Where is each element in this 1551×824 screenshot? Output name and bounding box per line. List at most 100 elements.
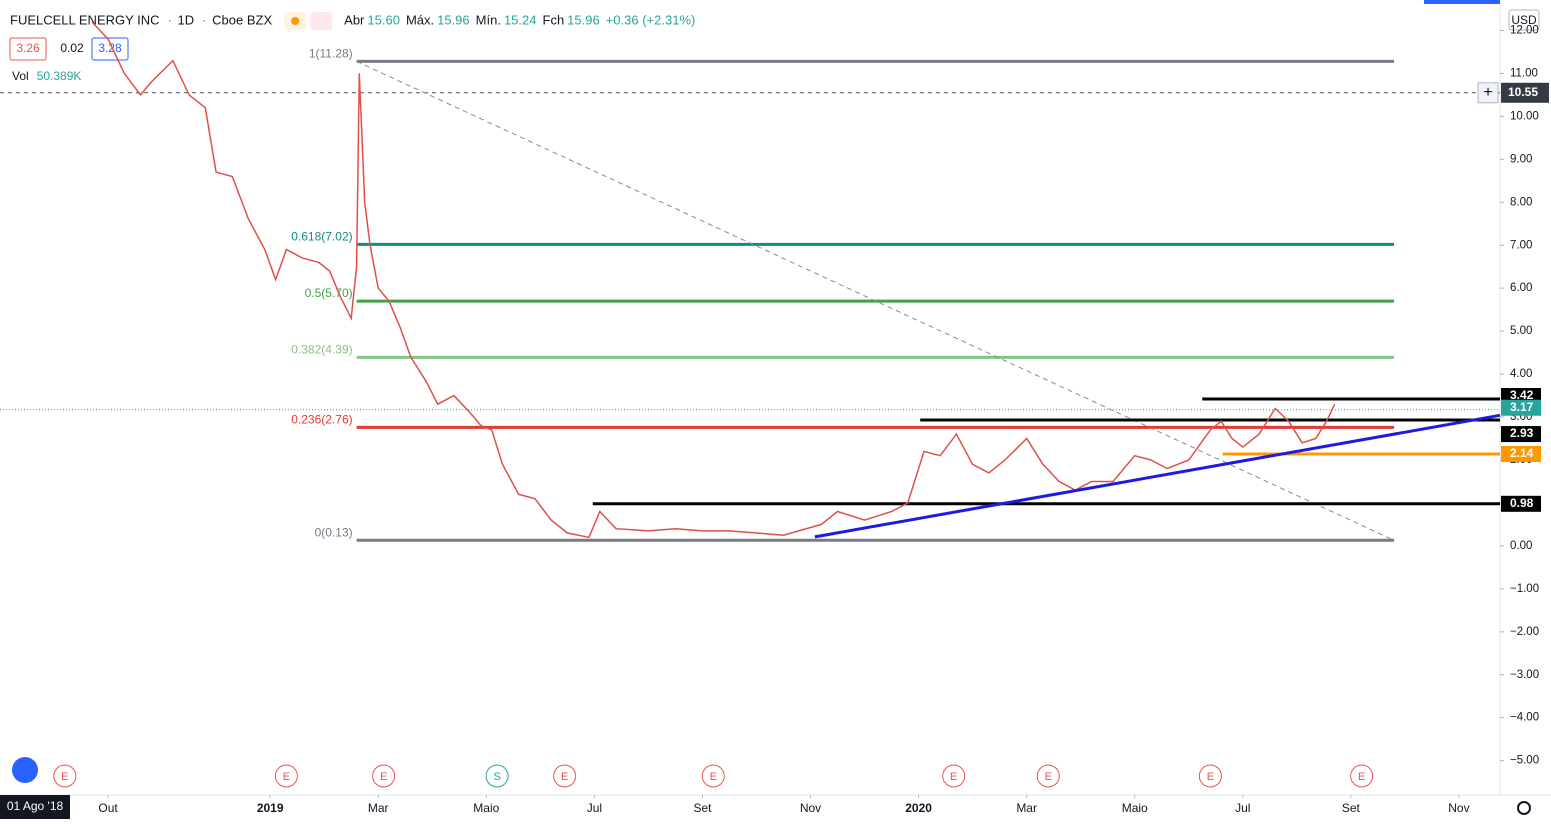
y-tick-label: −5.00 — [1510, 755, 1539, 767]
diagonal-line — [356, 60, 1395, 541]
event-label: E — [950, 771, 957, 783]
x-tick-label: Nov — [800, 801, 821, 815]
ohlc-value: 15.96 — [567, 12, 600, 27]
x-tick-label: 2019 — [257, 801, 284, 815]
ohlc-value: 15.24 — [504, 12, 537, 27]
event-marker — [1036, 764, 1060, 788]
y-tick-label: 12.00 — [1510, 25, 1539, 37]
market-icon-sun — [291, 17, 300, 25]
y-tick-label: 6.00 — [1510, 282, 1532, 294]
x-tick-label: Jul — [587, 801, 602, 815]
x-tick-label: Mar — [368, 801, 389, 815]
fib-label: 0(0.13) — [315, 525, 353, 539]
event-marker — [1198, 764, 1222, 788]
price-label: 3.42 — [1510, 388, 1534, 402]
crosshair-plus-box — [1477, 82, 1499, 104]
y-tick-label: 5.00 — [1510, 325, 1532, 337]
x-tick-label: Jul — [1235, 801, 1250, 815]
event-label: S — [493, 771, 500, 783]
exchange: Cboe BZX — [212, 12, 272, 27]
quote-value: 3.26 — [16, 41, 40, 55]
price-label: 0.98 — [1510, 496, 1534, 510]
event-marker — [553, 764, 577, 788]
price-label-box — [1501, 426, 1541, 443]
event-label: E — [1045, 771, 1052, 783]
y-tick-label: 10.00 — [1510, 110, 1539, 122]
x-tick-label: Out — [98, 801, 118, 815]
event-label: E — [1207, 771, 1214, 783]
y-tick-label: 11.00 — [1510, 67, 1538, 79]
fib-label: 1(11.28) — [309, 47, 353, 61]
x-tick-label: Mar — [1016, 801, 1037, 815]
header: FUELCELL ENERGY INC · 1D · Cboe BZX Abr 15.60 M… — [10, 12, 695, 30]
logo — [12, 757, 38, 783]
change: +0.36 (+2.31%) — [606, 12, 696, 27]
y-tick-label: 4.00 — [1510, 368, 1532, 380]
y-tick-label: −2.00 — [1510, 626, 1539, 638]
ohlc-label: Fch — [543, 12, 565, 27]
x-tick-label: Set — [693, 801, 712, 815]
quote-value: 0.02 — [60, 41, 84, 55]
quote-box — [91, 37, 129, 61]
ohlc-value: 15.96 — [437, 12, 470, 27]
trendline — [814, 413, 1501, 539]
currency-button[interactable] — [1508, 9, 1540, 31]
y-tick-label: 0.00 — [1510, 540, 1532, 552]
price-label-box — [1501, 399, 1541, 416]
ticker-name: FUELCELL ENERGY INC — [10, 12, 160, 27]
ohlc-value: 15.60 — [367, 12, 400, 27]
x-tick-label: Set — [1342, 801, 1361, 815]
fib-label: 0.5(5.70) — [305, 286, 353, 300]
settings-icon — [1517, 801, 1531, 815]
event-marker — [701, 764, 725, 788]
y-tick-label: −3.00 — [1510, 669, 1539, 681]
volume-value: 50.389K — [37, 69, 82, 83]
fib-label: 0.618(7.02) — [291, 230, 352, 244]
event-label: E — [1358, 771, 1365, 783]
date-label: 01 Ago '18 — [7, 799, 64, 813]
price-label: 3.17 — [1510, 400, 1534, 414]
fib-label: 0.236(2.76) — [291, 413, 352, 427]
event-label: E — [61, 771, 68, 783]
quote-box — [9, 37, 47, 61]
crosshair-plus: + — [1483, 84, 1492, 101]
ohlc-label: Máx. — [406, 12, 434, 27]
crosshair-box — [1501, 82, 1549, 103]
y-tick-label: 7.00 — [1510, 239, 1532, 251]
crosshair-label: 10.55 — [1508, 85, 1538, 99]
volume-label: Vol — [12, 69, 29, 83]
price-line — [91, 21, 1336, 539]
ohlc-label: Mín. — [476, 12, 501, 27]
price-label: 2.93 — [1510, 426, 1534, 440]
event-label: E — [710, 771, 717, 783]
x-tick-label: Maio — [473, 801, 499, 815]
x-tick-label: Nov — [1448, 801, 1469, 815]
ohlc-label: Abr — [344, 12, 365, 27]
date-box — [0, 795, 70, 819]
separator: · — [202, 12, 206, 27]
currency: USD — [1511, 13, 1537, 27]
x-tick-label: Maio — [1122, 801, 1148, 815]
event-marker — [485, 764, 509, 788]
event-marker — [942, 764, 966, 788]
price-label-box — [1501, 445, 1541, 462]
price-label: 2.14 — [1510, 446, 1534, 460]
price-label-box — [1501, 495, 1541, 512]
event-marker — [1350, 764, 1374, 788]
event-label: E — [283, 771, 290, 783]
fib-label: 0.382(4.39) — [291, 343, 352, 357]
quote-value: 3.28 — [98, 41, 122, 55]
event-marker — [372, 764, 396, 788]
interval: 1D — [178, 12, 195, 27]
separator: · — [168, 12, 172, 27]
y-tick-label: −4.00 — [1510, 712, 1539, 724]
y-tick-label: −1.00 — [1510, 583, 1539, 595]
top-bar — [1424, 0, 1500, 4]
event-marker — [53, 764, 77, 788]
y-tick-label: 8.00 — [1510, 196, 1532, 208]
event-marker — [274, 764, 298, 788]
event-label: E — [561, 771, 568, 783]
indicator-icon — [310, 12, 333, 30]
